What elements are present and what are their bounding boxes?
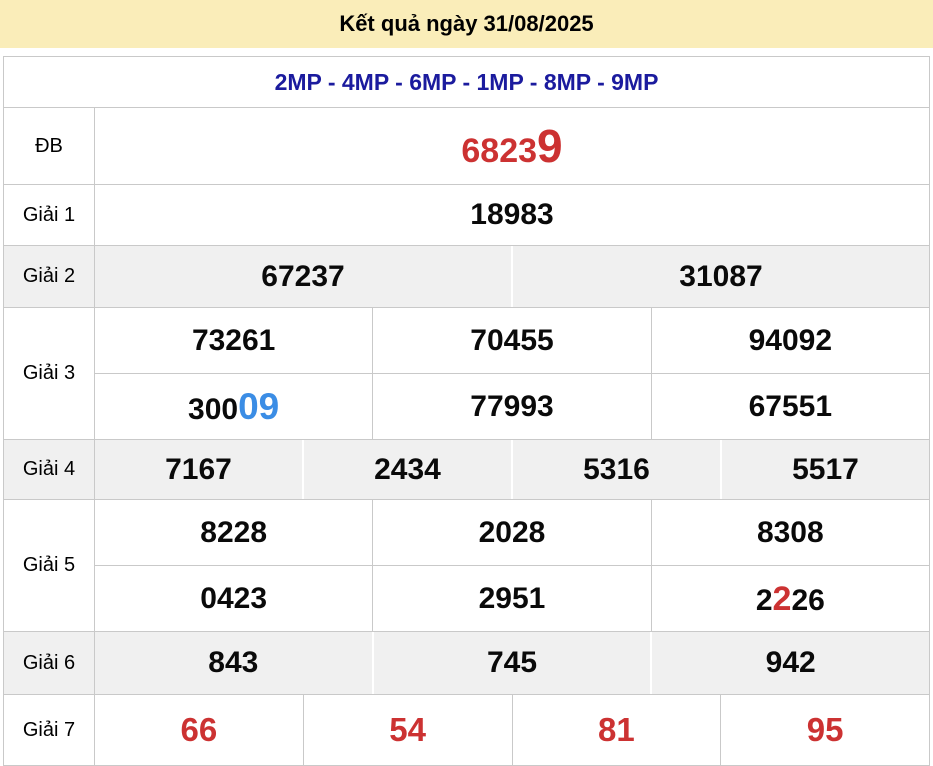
g7-number-1: 66 <box>180 711 218 748</box>
g3-number-1: 73261 <box>191 323 276 357</box>
page-title: Kết quả ngày 31/08/2025 <box>339 11 594 36</box>
g3-number-5: 77993 <box>372 374 650 439</box>
station-list: 2MP - 4MP - 6MP - 1MP - 8MP - 9MP <box>274 68 659 95</box>
g5-highlight-digit: 2 <box>772 579 792 618</box>
prize-row-g4: Giải 4 7167 2434 5316 5517 <box>4 439 929 499</box>
g3-number-2: 70455 <box>372 308 650 373</box>
prize-label-g1: Giải 1 <box>22 203 76 226</box>
g5-number-6: 2226 <box>650 566 929 631</box>
g5-number-5: 2951 <box>372 566 650 631</box>
prize-label-g5: Giải 5 <box>22 554 76 576</box>
g6-number-3: 942 <box>650 632 929 694</box>
prize-label-g2: Giải 2 <box>22 265 76 287</box>
g3-number-4: 30009 <box>95 374 372 439</box>
g5-number-6-text: 2226 <box>755 579 825 618</box>
g1-number: 18983 <box>470 198 554 231</box>
g7-number-2: 54 <box>302 695 512 765</box>
prize-row-g5: Giải 5 8228 2028 8308 0423 2951 2226 <box>4 499 929 631</box>
g3-number-3: 94092 <box>650 308 929 373</box>
g3-number-4-text: 30009 <box>188 386 280 427</box>
results-title-bar: Kết quả ngày 31/08/2025 <box>0 0 933 48</box>
db-number-text: 68239 <box>461 120 563 172</box>
prize-row-g7: Giải 7 66 54 81 95 <box>4 694 929 765</box>
db-highlight-digit: 9 <box>537 120 563 172</box>
g4-number-3: 5316 <box>511 440 720 499</box>
station-header-row: 2MP - 4MP - 6MP - 1MP - 8MP - 9MP <box>4 57 929 107</box>
prize-label-g4: Giải 4 <box>22 458 76 480</box>
g6-number-1: 843 <box>208 646 259 679</box>
g7-number-4: 95 <box>720 695 929 765</box>
g5-number-2: 2028 <box>372 500 650 565</box>
g2-number-1: 67237 <box>261 259 345 293</box>
prize-row-g2: Giải 2 67237 31087 <box>4 245 929 307</box>
db-number: 68239 <box>95 108 929 184</box>
g4-number-1: 7167 <box>165 452 232 486</box>
prize-label-g6: Giải 6 <box>22 651 76 674</box>
prize-label-db: ĐB <box>35 134 63 157</box>
g5-number-1: 8228 <box>200 515 268 549</box>
prize-label-g3: Giải 3 <box>22 362 76 384</box>
g4-number-2: 2434 <box>302 440 511 499</box>
prize-row-db: ĐB 68239 <box>4 107 929 184</box>
prize-label-g7: Giải 7 <box>22 718 76 741</box>
g5-number-3: 8308 <box>650 500 929 565</box>
results-table: 2MP - 4MP - 6MP - 1MP - 8MP - 9MP ĐB 682… <box>3 56 930 766</box>
prize-row-g3: Giải 3 73261 70455 94092 30009 77993 675… <box>4 307 929 439</box>
g5-number-4: 0423 <box>200 581 268 615</box>
g7-number-3: 81 <box>511 695 721 765</box>
g6-number-2: 745 <box>371 632 651 694</box>
g4-number-4: 5517 <box>720 440 929 499</box>
g3-number-6: 67551 <box>650 374 929 439</box>
g3-highlight-digits: 09 <box>238 386 280 427</box>
g2-number-2: 31087 <box>511 246 929 307</box>
prize-row-g1: Giải 1 18983 <box>4 184 929 245</box>
prize-row-g6: Giải 6 843 745 942 <box>4 631 929 694</box>
